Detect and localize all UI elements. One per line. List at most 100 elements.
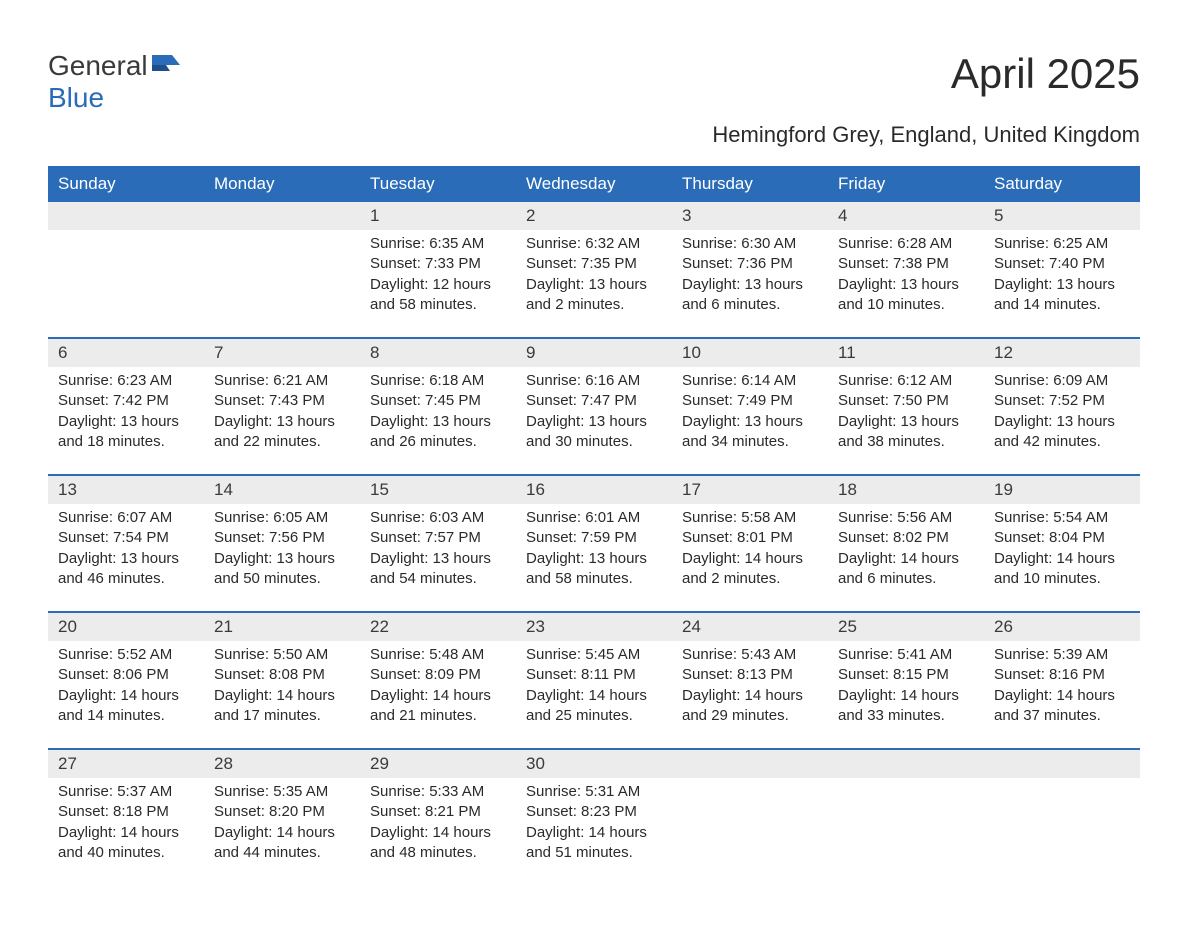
info-row: Sunrise: 6:23 AMSunset: 7:42 PM Daylight:… bbox=[48, 367, 1140, 474]
sunset-text: Sunset: 8:06 PM bbox=[58, 665, 194, 685]
day-info-cell: Sunrise: 6:23 AMSunset: 7:42 PMDaylight:… bbox=[48, 367, 204, 456]
daylight-text-2: and 29 minutes. bbox=[682, 706, 818, 726]
sunset-text: Sunset: 7:47 PM bbox=[526, 391, 662, 411]
daylight-text-1: Daylight: 14 hours bbox=[838, 549, 974, 569]
sunrise-text: Sunrise: 5:33 AM bbox=[370, 782, 506, 802]
daylight-text-2: and 50 minutes. bbox=[214, 569, 350, 589]
date-cell: 14 bbox=[204, 476, 360, 504]
sunrise-text: Sunrise: 6:12 AM bbox=[838, 371, 974, 391]
sunrise-text: Sunrise: 6:21 AM bbox=[214, 371, 350, 391]
sunset-text: Sunset: 8:21 PM bbox=[370, 802, 506, 822]
week-row: 13141516171819Sunrise: 6:07 AMSunset: 7:… bbox=[48, 474, 1140, 611]
daylight-text-1: Daylight: 13 hours bbox=[370, 549, 506, 569]
day-info-cell: Sunrise: 6:03 AMSunset: 7:57 PMDaylight:… bbox=[360, 504, 516, 593]
daylight-text-1: Daylight: 13 hours bbox=[994, 412, 1130, 432]
daylight-text-2: and 30 minutes. bbox=[526, 432, 662, 452]
date-cell: 1 bbox=[360, 202, 516, 230]
sunrise-text: Sunrise: 6:18 AM bbox=[370, 371, 506, 391]
weekday-saturday: Saturday bbox=[984, 166, 1140, 202]
weekday-header: Sunday Monday Tuesday Wednesday Thursday… bbox=[48, 166, 1140, 202]
sunrise-text: Sunrise: 6:25 AM bbox=[994, 234, 1130, 254]
sunrise-text: Sunrise: 6:03 AM bbox=[370, 508, 506, 528]
daylight-text-2: and 14 minutes. bbox=[58, 706, 194, 726]
day-info-cell: Sunrise: 6:16 AMSunset: 7:47 PMDaylight:… bbox=[516, 367, 672, 456]
day-info-cell: Sunrise: 5:50 AMSunset: 8:08 PMDaylight:… bbox=[204, 641, 360, 730]
day-info-cell: Sunrise: 5:43 AMSunset: 8:13 PMDaylight:… bbox=[672, 641, 828, 730]
sunrise-text: Sunrise: 6:09 AM bbox=[994, 371, 1130, 391]
sunset-text: Sunset: 7:56 PM bbox=[214, 528, 350, 548]
day-info-cell: Sunrise: 5:31 AMSunset: 8:23 PMDaylight:… bbox=[516, 778, 672, 867]
day-info-cell: Sunrise: 6:14 AMSunset: 7:49 PMDaylight:… bbox=[672, 367, 828, 456]
date-cell: 27 bbox=[48, 750, 204, 778]
sunset-text: Sunset: 8:18 PM bbox=[58, 802, 194, 822]
date-cell bbox=[48, 202, 204, 230]
sunrise-text: Sunrise: 5:31 AM bbox=[526, 782, 662, 802]
date-cell: 10 bbox=[672, 339, 828, 367]
daylight-text-1: Daylight: 14 hours bbox=[58, 823, 194, 843]
date-cell: 26 bbox=[984, 613, 1140, 641]
calendar: Sunday Monday Tuesday Wednesday Thursday… bbox=[48, 166, 1140, 885]
date-cell: 2 bbox=[516, 202, 672, 230]
date-cell: 9 bbox=[516, 339, 672, 367]
day-info-cell: Sunrise: 6:25 AMSunset: 7:40 PMDaylight:… bbox=[984, 230, 1140, 319]
date-cell: 30 bbox=[516, 750, 672, 778]
daylight-text-2: and 54 minutes. bbox=[370, 569, 506, 589]
sunrise-text: Sunrise: 6:23 AM bbox=[58, 371, 194, 391]
sunset-text: Sunset: 7:49 PM bbox=[682, 391, 818, 411]
daylight-text-2: and 10 minutes. bbox=[838, 295, 974, 315]
daylight-text-2: and 26 minutes. bbox=[370, 432, 506, 452]
day-info-cell: Sunrise: 5:48 AMSunset: 8:09 PMDaylight:… bbox=[360, 641, 516, 730]
date-cell bbox=[984, 750, 1140, 778]
daylight-text-2: and 22 minutes. bbox=[214, 432, 350, 452]
sunset-text: Sunset: 8:01 PM bbox=[682, 528, 818, 548]
sunset-text: Sunset: 7:38 PM bbox=[838, 254, 974, 274]
weekday-tuesday: Tuesday bbox=[360, 166, 516, 202]
date-cell: 23 bbox=[516, 613, 672, 641]
sunset-text: Sunset: 8:04 PM bbox=[994, 528, 1130, 548]
daylight-text-1: Daylight: 13 hours bbox=[526, 412, 662, 432]
daylight-text-2: and 21 minutes. bbox=[370, 706, 506, 726]
date-cell: 25 bbox=[828, 613, 984, 641]
day-info-cell: Sunrise: 6:12 AMSunset: 7:50 PMDaylight:… bbox=[828, 367, 984, 456]
daylight-text-2: and 42 minutes. bbox=[994, 432, 1130, 452]
daylight-text-2: and 17 minutes. bbox=[214, 706, 350, 726]
day-info-cell: Sunrise: 6:09 AMSunset: 7:52 PMDaylight:… bbox=[984, 367, 1140, 456]
daylight-text-2: and 48 minutes. bbox=[370, 843, 506, 863]
sunset-text: Sunset: 8:20 PM bbox=[214, 802, 350, 822]
daylight-text-1: Daylight: 14 hours bbox=[370, 686, 506, 706]
sunrise-text: Sunrise: 5:43 AM bbox=[682, 645, 818, 665]
sunset-text: Sunset: 8:11 PM bbox=[526, 665, 662, 685]
sunset-text: Sunset: 7:59 PM bbox=[526, 528, 662, 548]
daylight-text-2: and 18 minutes. bbox=[58, 432, 194, 452]
date-row: 12345 bbox=[48, 202, 1140, 230]
daylight-text-1: Daylight: 13 hours bbox=[526, 549, 662, 569]
sunrise-text: Sunrise: 5:37 AM bbox=[58, 782, 194, 802]
daylight-text-1: Daylight: 14 hours bbox=[214, 686, 350, 706]
day-info-cell: Sunrise: 5:33 AMSunset: 8:21 PMDaylight:… bbox=[360, 778, 516, 867]
date-cell: 29 bbox=[360, 750, 516, 778]
daylight-text-1: Daylight: 13 hours bbox=[526, 275, 662, 295]
logo-text-blue: Blue bbox=[48, 82, 104, 113]
sunset-text: Sunset: 7:54 PM bbox=[58, 528, 194, 548]
sunrise-text: Sunrise: 6:01 AM bbox=[526, 508, 662, 528]
daylight-text-2: and 44 minutes. bbox=[214, 843, 350, 863]
date-cell: 5 bbox=[984, 202, 1140, 230]
sunset-text: Sunset: 8:15 PM bbox=[838, 665, 974, 685]
daylight-text-1: Daylight: 14 hours bbox=[682, 549, 818, 569]
day-info-cell: Sunrise: 5:54 AMSunset: 8:04 PMDaylight:… bbox=[984, 504, 1140, 593]
sunset-text: Sunset: 7:42 PM bbox=[58, 391, 194, 411]
day-info-cell bbox=[204, 230, 360, 319]
day-info-cell bbox=[672, 778, 828, 867]
sunrise-text: Sunrise: 5:50 AM bbox=[214, 645, 350, 665]
sunrise-text: Sunrise: 6:28 AM bbox=[838, 234, 974, 254]
date-cell: 17 bbox=[672, 476, 828, 504]
daylight-text-1: Daylight: 14 hours bbox=[58, 686, 194, 706]
date-cell: 24 bbox=[672, 613, 828, 641]
sunrise-text: Sunrise: 5:41 AM bbox=[838, 645, 974, 665]
sunrise-text: Sunrise: 6:07 AM bbox=[58, 508, 194, 528]
daylight-text-1: Daylight: 14 hours bbox=[682, 686, 818, 706]
location-subtitle: Hemingford Grey, England, United Kingdom bbox=[48, 122, 1140, 148]
week-row: 6789101112Sunrise: 6:23 AMSunset: 7:42 P… bbox=[48, 337, 1140, 474]
daylight-text-2: and 6 minutes. bbox=[838, 569, 974, 589]
daylight-text-2: and 2 minutes. bbox=[682, 569, 818, 589]
